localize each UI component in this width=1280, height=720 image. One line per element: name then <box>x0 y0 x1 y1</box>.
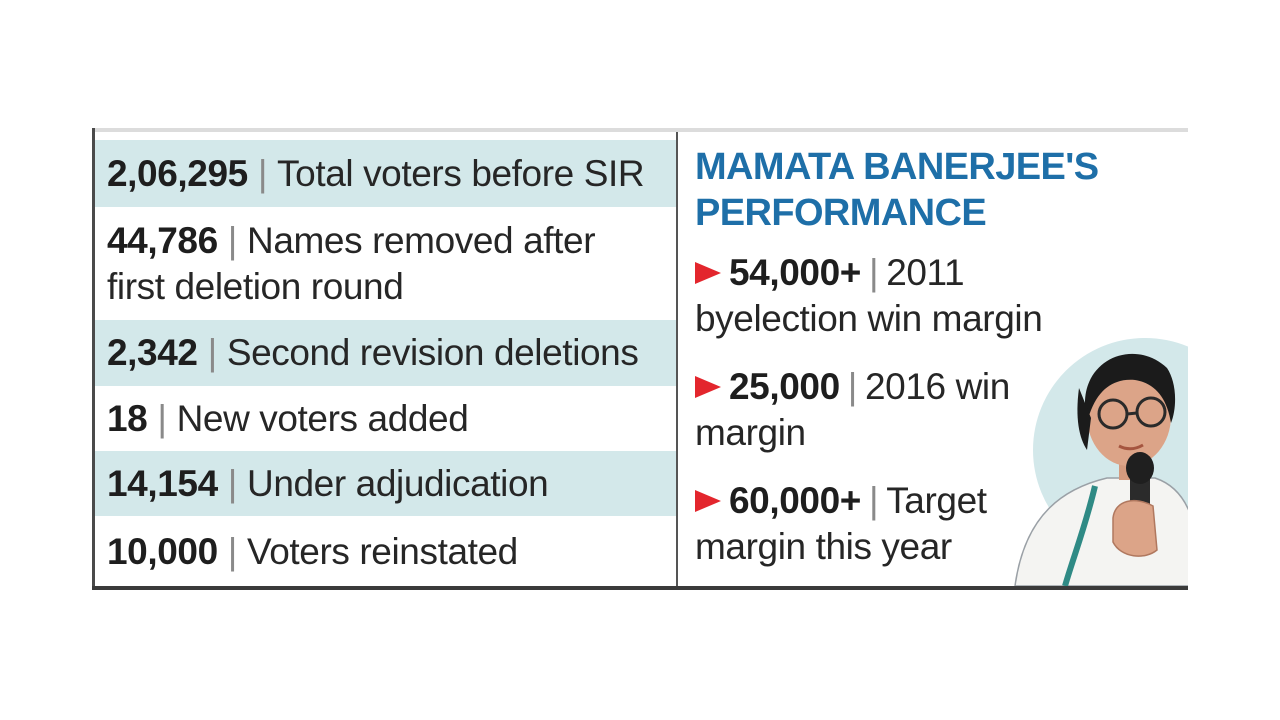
separator: | <box>257 152 268 194</box>
separator: | <box>847 366 858 407</box>
stat-label: Under adjudication <box>247 462 549 504</box>
stat-number: 44,786 <box>107 219 218 261</box>
stat-row-adjudication: 14,154 | Under adjudication <box>95 451 676 516</box>
left-border <box>92 128 95 590</box>
stat-number: 14,154 <box>107 462 218 504</box>
infographic-card: 2,06,295 | Total voters before SIR 44,786 |… <box>92 128 1188 590</box>
stat-label: Names removed after <box>247 219 596 261</box>
stat-number: 2,06,295 <box>107 152 248 194</box>
stat-label: Voters reinstated <box>247 531 518 572</box>
red-triangle-arrow-icon <box>695 376 721 398</box>
fact-number: 60,000+ <box>729 480 861 521</box>
fact-number: 54,000+ <box>729 252 861 293</box>
stat-label: Total voters before SIR <box>277 152 645 194</box>
separator: | <box>227 462 238 504</box>
fact-number: 25,000 <box>729 366 840 407</box>
fact-text: 2011 <box>886 252 965 293</box>
stat-number: 18 <box>107 397 148 439</box>
fact-target-margin: 60,000+ | Target margin this year <box>695 478 987 570</box>
stat-label: Second revision deletions <box>226 332 639 373</box>
red-triangle-arrow-icon <box>695 262 721 284</box>
heading-line-1: MAMATA BANERJEE'S <box>695 146 1099 188</box>
separator: | <box>868 480 879 521</box>
performance-panel: MAMATA BANERJEE'S PERFORMANCE 54,000+ | 20… <box>695 128 1188 586</box>
top-rule <box>92 128 1188 132</box>
fact-text: Target <box>886 480 987 521</box>
stat-number: 2,342 <box>107 332 198 373</box>
column-divider <box>676 132 678 588</box>
heading-line-2: PERFORMANCE <box>695 192 987 234</box>
fact-text-continued: margin this year <box>695 526 952 567</box>
fact-2011-margin: 54,000+ | 2011 byelection win margin <box>695 250 1043 342</box>
fact-text: 2016 win <box>865 366 1010 407</box>
fact-text-continued: byelection win margin <box>695 298 1043 339</box>
red-triangle-arrow-icon <box>695 490 721 512</box>
fact-2016-margin: 25,000 | 2016 win margin <box>695 364 1010 456</box>
separator: | <box>227 219 238 261</box>
separator: | <box>157 397 167 439</box>
stat-row-new-voters: 18 | New voters added <box>95 386 676 451</box>
speaker-portrait-illustration <box>1014 338 1188 586</box>
fact-text-continued: margin <box>695 412 806 453</box>
performance-heading: MAMATA BANERJEE'S PERFORMANCE <box>695 144 1099 236</box>
separator: | <box>227 531 238 572</box>
stat-number: 10,000 <box>107 531 218 572</box>
separator: | <box>207 332 218 373</box>
stat-label: New voters added <box>176 397 469 439</box>
stat-row-names-removed: 44,786 | Names removed after first deletio… <box>95 207 676 320</box>
stat-row-total-voters: 2,06,295 | Total voters before SIR <box>95 140 676 207</box>
stat-row-second-revision: 2,342 | Second revision deletions <box>95 320 676 386</box>
bottom-rule <box>92 586 1188 590</box>
stat-row-reinstated: 10,000 | Voters reinstated <box>95 516 676 588</box>
separator: | <box>868 252 879 293</box>
stat-label-continued: first deletion round <box>107 265 404 307</box>
